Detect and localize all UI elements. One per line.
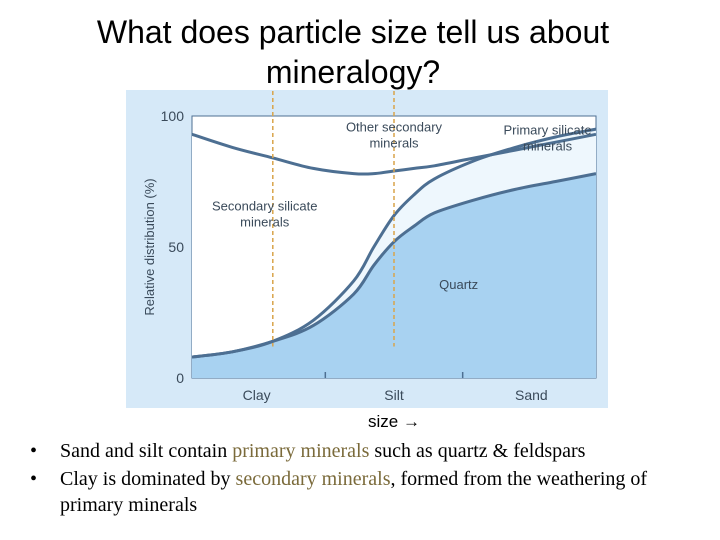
- x-category-label: Sand: [515, 387, 548, 403]
- bullet-2-post: , formed from the weathering of primary …: [60, 468, 648, 516]
- annotation-label: Quartz: [439, 277, 478, 292]
- annotation-label-line2: minerals: [240, 214, 290, 229]
- bullet-1-pre: Sand and silt contain: [60, 440, 233, 462]
- bullet-item-2: • Clay is dominated by secondary mineral…: [30, 466, 710, 518]
- chart-svg: 100 50 0 Relative distribution (%) Clay Silt S…: [126, 90, 608, 408]
- slide-title: What does particle size tell us about mi…: [96, 14, 610, 90]
- y-tick-label: 0: [176, 370, 184, 386]
- bullet-2-pre: Clay is dominated by: [60, 468, 236, 490]
- annotation-label: Other secondary: [346, 120, 443, 135]
- annotation-label: Secondary silicate: [212, 198, 318, 213]
- bullet-dot-icon: •: [30, 468, 38, 490]
- y-tick-label: 50: [168, 239, 184, 255]
- size-axis-caption: size →: [0, 412, 720, 432]
- annotation-label-line2: minerals: [369, 136, 419, 151]
- bullet-1-highlight: primary minerals: [232, 440, 370, 462]
- size-label-text: size: [368, 412, 399, 431]
- bullet-2-highlight: secondary minerals: [235, 468, 391, 490]
- particle-size-chart: 100 50 0 Relative distribution (%) Clay Silt S…: [126, 90, 608, 408]
- y-axis-label: Relative distribution (%): [142, 178, 157, 315]
- annotation-label-line2: minerals: [523, 138, 573, 153]
- x-category-label: Clay: [243, 387, 271, 403]
- bullet-1-post: such as quartz & feldspars: [369, 440, 586, 462]
- arrow-right-icon: →: [402, 412, 420, 431]
- y-tick-label: 100: [161, 108, 185, 124]
- annotation-label: Primary silicate: [503, 122, 591, 137]
- bullet-list: • Sand and silt contain primary minerals…: [30, 438, 710, 520]
- x-category-label: Silt: [384, 387, 404, 403]
- bullet-item-1: • Sand and silt contain primary minerals…: [30, 438, 710, 464]
- bullet-dot-icon: •: [30, 440, 38, 462]
